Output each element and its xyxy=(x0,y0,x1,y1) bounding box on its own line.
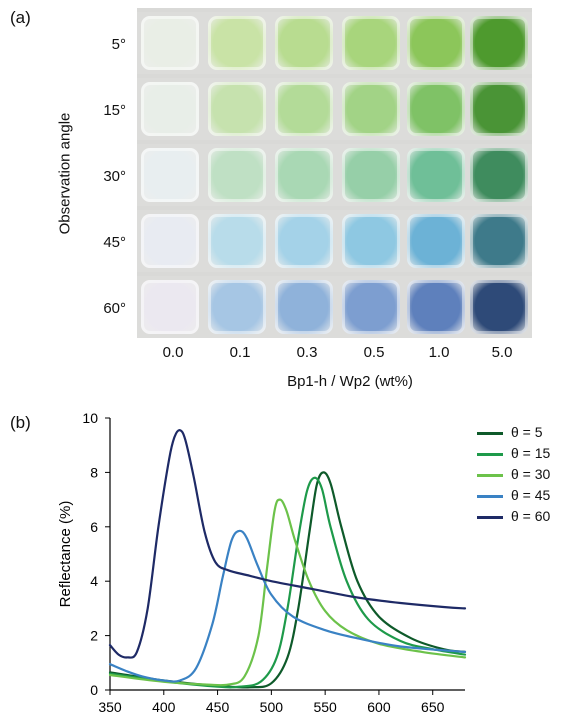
x-tick-label: 550 xyxy=(313,699,337,715)
sample-swatch xyxy=(342,148,400,202)
sample-swatch xyxy=(275,82,333,136)
y-tick-label: 10 xyxy=(82,410,98,426)
sample-swatch xyxy=(208,280,266,334)
sample-swatch xyxy=(141,280,199,334)
legend-swatch xyxy=(477,495,503,498)
sample-swatch xyxy=(208,82,266,136)
concentration-label: 0.0 xyxy=(162,344,184,361)
legend-label: θ = 45 xyxy=(511,487,551,503)
sample-swatch xyxy=(407,16,465,70)
sample-swatch xyxy=(275,16,333,70)
sample-swatch xyxy=(342,214,400,268)
angle-label: 60° xyxy=(103,300,126,317)
sample-row xyxy=(137,12,532,74)
sample-swatch xyxy=(342,82,400,136)
sample-swatch xyxy=(275,148,333,202)
sample-swatch xyxy=(275,280,333,334)
sample-row xyxy=(137,210,532,272)
y-tick-label: 0 xyxy=(90,682,98,698)
sample-swatch xyxy=(470,148,528,202)
sample-swatch xyxy=(407,148,465,202)
x-tick-label: 650 xyxy=(421,699,445,715)
sample-swatch xyxy=(407,82,465,136)
concentration-label: 0.5 xyxy=(363,344,385,361)
sample-swatch xyxy=(342,280,400,334)
y-tick-label: 4 xyxy=(90,573,98,589)
sample-swatch xyxy=(208,148,266,202)
angle-label: 5° xyxy=(111,36,126,53)
panel-a-label: (a) xyxy=(10,8,31,27)
sample-swatch xyxy=(407,214,465,268)
sample-swatch xyxy=(141,148,199,202)
legend-label: θ = 15 xyxy=(511,445,551,461)
panel-a-y-title: Observation angle xyxy=(56,112,74,235)
sample-swatch xyxy=(275,214,333,268)
concentration-label: 0.3 xyxy=(296,344,318,361)
reflectance-chart: 3504004505005506006500246810Wavelength (… xyxy=(57,410,467,715)
legend-swatch xyxy=(477,432,503,435)
legend-swatch xyxy=(477,453,503,456)
series-line-theta-5 xyxy=(108,471,467,689)
legend-label: θ = 30 xyxy=(511,466,551,482)
y-tick-label: 2 xyxy=(90,628,98,644)
x-tick-label: 450 xyxy=(206,699,230,715)
legend-swatch xyxy=(477,516,503,519)
sample-row xyxy=(137,144,532,206)
series-line-theta-45 xyxy=(108,529,467,683)
series-line-theta-30 xyxy=(108,498,467,687)
x-tick-label: 400 xyxy=(152,699,176,715)
angle-label: 15° xyxy=(103,102,126,119)
sample-swatch xyxy=(470,214,528,268)
sample-row xyxy=(137,276,532,338)
angle-label: 30° xyxy=(103,168,126,185)
sample-swatch xyxy=(141,214,199,268)
y-axis-title: Reflectance (%) xyxy=(57,501,74,608)
x-tick-label: 500 xyxy=(260,699,284,715)
panel-a-x-title: Bp1-h / Wp2 (wt%) xyxy=(287,373,413,390)
x-tick-label: 600 xyxy=(367,699,391,715)
sample-swatch xyxy=(208,16,266,70)
sample-swatch xyxy=(208,214,266,268)
concentration-label: 5.0 xyxy=(491,344,513,361)
concentration-label: 0.1 xyxy=(229,344,251,361)
legend-label: θ = 60 xyxy=(511,508,551,524)
sample-swatch xyxy=(470,280,528,334)
legend-label: θ = 5 xyxy=(511,424,543,440)
sample-swatch xyxy=(342,16,400,70)
series-line-theta-60 xyxy=(108,429,467,659)
sample-swatch xyxy=(407,280,465,334)
sample-swatch xyxy=(141,16,199,70)
y-tick-label: 8 xyxy=(90,464,98,480)
sample-photo-grid xyxy=(137,8,532,338)
sample-swatch xyxy=(470,16,528,70)
y-tick-label: 6 xyxy=(90,519,98,535)
sample-swatch xyxy=(141,82,199,136)
panel-b-label: (b) xyxy=(10,413,31,432)
series-line-theta-15 xyxy=(108,476,467,689)
legend-swatch xyxy=(477,474,503,477)
sample-row xyxy=(137,78,532,140)
angle-label: 45° xyxy=(103,234,126,251)
concentration-label: 1.0 xyxy=(428,344,450,361)
sample-swatch xyxy=(470,82,528,136)
x-tick-label: 350 xyxy=(98,699,122,715)
